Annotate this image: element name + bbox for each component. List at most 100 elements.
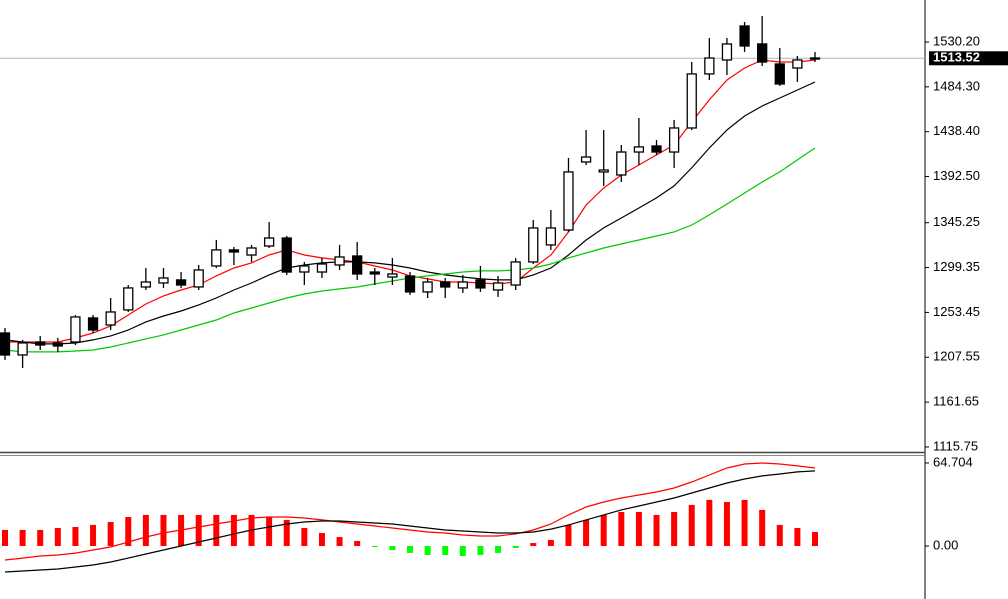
histogram-bar bbox=[530, 543, 537, 546]
histogram-bar bbox=[706, 499, 713, 546]
candle-body bbox=[281, 237, 292, 273]
histogram-bar bbox=[442, 545, 449, 555]
y-tick-label: 1392.50 bbox=[933, 168, 980, 183]
histogram-bar bbox=[794, 528, 801, 546]
candle-body bbox=[440, 281, 451, 288]
candle-body bbox=[87, 317, 99, 331]
histogram-bar bbox=[318, 533, 325, 546]
candle-body bbox=[651, 145, 662, 153]
histogram-bar bbox=[812, 532, 818, 546]
y-tick-label: 1161.65 bbox=[933, 394, 979, 409]
candle-body bbox=[598, 169, 609, 173]
candle-body bbox=[809, 57, 821, 60]
candle-body bbox=[299, 265, 310, 273]
indicator-line bbox=[4, 81, 816, 345]
histogram-bar bbox=[618, 511, 625, 546]
candle-body bbox=[774, 63, 785, 85]
candle-body bbox=[175, 279, 187, 286]
y-tick-label: 1438.40 bbox=[933, 123, 980, 138]
histogram-bar bbox=[266, 516, 273, 546]
candle-body bbox=[211, 249, 222, 267]
candle-body bbox=[263, 237, 275, 247]
candle-body bbox=[721, 43, 733, 61]
candle-body bbox=[545, 227, 557, 246]
histogram-bar bbox=[72, 527, 79, 546]
y-tick-label: -45.713 bbox=[933, 596, 977, 599]
candle-body bbox=[70, 316, 81, 343]
histogram-bar bbox=[547, 539, 554, 546]
candle-body bbox=[792, 59, 803, 69]
histogram-bar bbox=[671, 511, 678, 546]
histogram-bar bbox=[688, 504, 695, 546]
histogram-bar bbox=[230, 514, 237, 546]
histogram-bar bbox=[477, 545, 484, 555]
candle-body bbox=[387, 273, 398, 278]
candle-body bbox=[228, 249, 240, 253]
y-tick-label: 1484.30 bbox=[933, 78, 980, 93]
y-tick-label: 1207.55 bbox=[933, 349, 980, 364]
y-tick-label: 1530.20 bbox=[933, 33, 980, 48]
histogram-bar bbox=[389, 545, 396, 550]
candle-body bbox=[17, 342, 28, 356]
histogram-bar bbox=[213, 514, 220, 546]
candle-body bbox=[528, 227, 539, 263]
y-tick-label: 64.704 bbox=[933, 454, 973, 469]
candle-body bbox=[668, 127, 680, 153]
histogram-bar bbox=[195, 514, 202, 546]
histogram-bar bbox=[723, 501, 730, 546]
candle-body bbox=[704, 57, 715, 75]
histogram-bar bbox=[54, 528, 61, 546]
histogram-bar bbox=[407, 545, 413, 553]
histogram-bar bbox=[283, 519, 290, 546]
y-tick-label: 1299.35 bbox=[933, 259, 980, 274]
histogram-bar bbox=[19, 529, 26, 546]
current-price-box bbox=[929, 51, 1008, 66]
candle-body bbox=[334, 256, 345, 266]
indicator-line bbox=[4, 462, 816, 561]
candle-body bbox=[422, 281, 433, 293]
candle-body bbox=[563, 171, 574, 231]
candle-body bbox=[475, 279, 486, 289]
histogram-bar bbox=[2, 529, 8, 546]
candle-body bbox=[757, 43, 768, 63]
candle-body bbox=[633, 146, 645, 153]
histogram-bar bbox=[371, 545, 378, 548]
candle-body bbox=[52, 342, 63, 347]
candle-body bbox=[457, 281, 468, 289]
histogram-bar bbox=[653, 514, 660, 546]
candle-body bbox=[404, 275, 416, 293]
histogram-bar bbox=[776, 524, 783, 546]
histogram-bar bbox=[495, 545, 502, 553]
candle-body bbox=[580, 156, 592, 163]
indicator-line bbox=[4, 470, 816, 573]
candle-body bbox=[316, 263, 328, 273]
histogram-bar bbox=[583, 519, 590, 546]
histogram-bar bbox=[512, 545, 519, 549]
histogram-bar bbox=[142, 514, 149, 546]
candle-body bbox=[35, 341, 46, 346]
histogram-bar bbox=[336, 537, 343, 546]
candle-body bbox=[158, 277, 169, 284]
y-tick-label: 1115.75 bbox=[933, 438, 978, 453]
candle-body bbox=[105, 311, 116, 326]
candle-body bbox=[739, 25, 750, 47]
histogram-bar bbox=[125, 516, 132, 546]
histogram-bar bbox=[600, 514, 607, 546]
histogram-bar bbox=[635, 511, 642, 546]
candle-body bbox=[352, 255, 363, 275]
histogram-bar bbox=[565, 524, 572, 546]
histogram-bar bbox=[424, 545, 431, 555]
histogram-bar bbox=[354, 540, 361, 546]
candle-body bbox=[140, 281, 152, 288]
histogram-bar bbox=[107, 521, 114, 546]
histogram-bar bbox=[741, 499, 748, 546]
candle-body bbox=[246, 247, 257, 256]
candle-body bbox=[492, 282, 504, 291]
candle-body bbox=[193, 269, 204, 288]
candle-body bbox=[616, 151, 627, 176]
candle-body bbox=[123, 287, 134, 311]
candle-body bbox=[0, 332, 11, 356]
candle-body bbox=[369, 271, 380, 275]
